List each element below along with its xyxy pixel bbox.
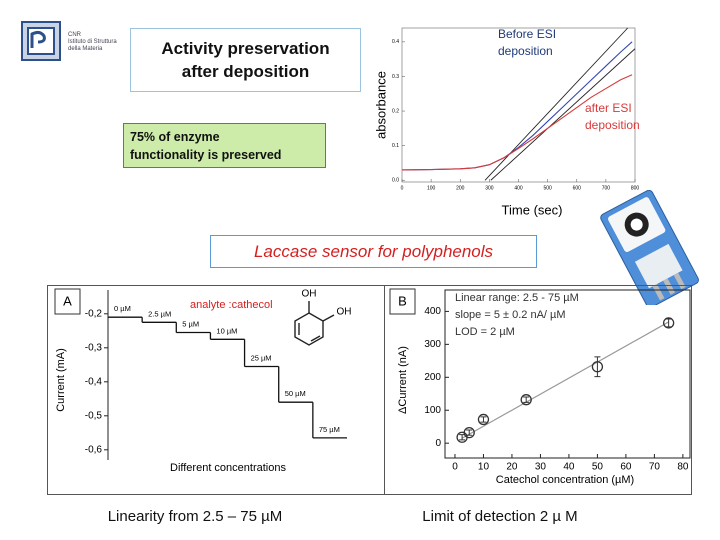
panel-frame	[47, 285, 692, 495]
x-axis-label: Different concentrations	[170, 462, 286, 474]
x-tick-label: 0	[401, 185, 404, 191]
highlight-line: 75% of enzyme	[130, 129, 220, 144]
x-tick-label: 0	[452, 462, 458, 473]
data-point	[477, 413, 490, 426]
error-bar	[480, 416, 487, 423]
banner: Laccase sensor for polyphenols	[210, 235, 537, 268]
y-tick-label: 0.3	[392, 74, 399, 80]
sensor-illustration	[600, 190, 699, 305]
x-tick-label: 80	[677, 462, 689, 473]
logo-line: Istituto di Struttura	[68, 39, 117, 45]
note: slope = 5 ± 0.2 nA/ µM	[455, 309, 566, 321]
series-label: after ESI deposition	[585, 101, 640, 132]
x-tick-label: 100	[427, 185, 436, 191]
data-line	[401, 74, 633, 171]
absorbance-chart: absorbance Time (sec) 0.0 0.1 0.2 0.3 0.4 0 10…	[373, 27, 640, 217]
tangent-line	[490, 48, 636, 181]
molecule-label: OH	[337, 307, 352, 318]
series-label: Before ESI deposition	[498, 27, 557, 58]
y-tick-label: 200	[424, 372, 441, 383]
plot-frame	[444, 289, 691, 459]
y-tick-label: 0.2	[392, 108, 399, 114]
step-label: 0 µM	[114, 304, 131, 313]
data-point	[662, 317, 675, 329]
y-axis-label: ΔCurrent (nA)	[397, 346, 409, 414]
logo-text: CNR Istituto di Struttura della Materia	[68, 32, 117, 53]
x-tick-label: 70	[649, 462, 661, 473]
caption: Linearity from 2.5 – 75 µM	[107, 508, 283, 525]
logo-line: CNR	[68, 32, 81, 38]
error-bar	[594, 356, 601, 378]
x-tick-label: 10	[478, 462, 490, 473]
y-axis-label: Current (mA)	[55, 348, 67, 412]
y-axis-label: absorbance	[373, 71, 388, 139]
error-bar	[466, 429, 473, 436]
fit-line	[461, 321, 669, 439]
step-label: 25 µM	[251, 353, 272, 362]
y-tick-label: -0,5	[85, 410, 103, 421]
x-tick-label: 400	[514, 185, 523, 191]
amperometry-chart: A analyte :cathecol OH OH Current (mA) D…	[54, 288, 352, 474]
note: LOD = 2 µM	[455, 326, 515, 338]
panel-letter-box	[389, 288, 416, 315]
x-tick-label: 600	[573, 185, 582, 191]
y-tick-label: 0.0	[392, 178, 399, 184]
y-tick-label: -0,6	[85, 444, 103, 455]
title-line: after deposition	[181, 62, 310, 81]
x-tick-label: 20	[506, 462, 518, 473]
title-box: Activity preservation after deposition	[130, 28, 361, 92]
y-tick-label: 400	[424, 306, 441, 317]
x-tick-label: 30	[535, 462, 547, 473]
x-tick-label: 40	[563, 462, 575, 473]
x-tick-label: 700	[602, 185, 611, 191]
caption: Limit of detection 2 µ M	[422, 508, 578, 525]
calibration-chart: B Linear range: 2.5 - 75 µM slope = 5 ± …	[389, 288, 691, 486]
note: Linear range: 2.5 - 75 µM	[455, 292, 579, 304]
catechol-molecule	[294, 301, 335, 346]
y-tick-label: 0.4	[392, 39, 399, 45]
panel-letter: A	[63, 293, 72, 308]
step-label: 5 µM	[182, 319, 199, 328]
y-tick-label: 0.1	[392, 143, 399, 149]
step-label: 10 µM	[216, 326, 237, 335]
banner-text: Laccase sensor for polyphenols	[253, 241, 494, 261]
x-tick-label: 300	[485, 185, 494, 191]
data-point	[463, 426, 475, 439]
data-point	[591, 361, 604, 373]
x-tick-label: 50	[592, 462, 604, 473]
panel-letter-box	[54, 288, 81, 315]
y-tick-label: 100	[424, 405, 441, 416]
highlight-line: functionality is preserved	[130, 147, 282, 162]
title-line: Activity preservation	[161, 39, 330, 58]
y-tick-label: -0,2	[85, 308, 103, 319]
x-tick-label: 60	[620, 462, 632, 473]
step-label: 2.5 µM	[148, 309, 171, 318]
x-tick-label: 800	[631, 185, 640, 191]
x-tick-label: 200	[456, 185, 465, 191]
logo-line: della Materia	[68, 46, 103, 52]
annotation: analyte :cathecol	[190, 299, 273, 311]
y-tick-label: 0	[435, 438, 441, 449]
panel-divider	[384, 285, 385, 495]
highlight-box: 75% of enzyme functionality is preserved	[123, 123, 326, 168]
y-tick-label: -0,4	[85, 376, 103, 387]
y-tick-label: -0,3	[85, 342, 103, 353]
data-point	[520, 394, 532, 406]
y-tick-label: 300	[424, 339, 441, 350]
logo-icon	[21, 21, 61, 61]
x-axis-label: Time (sec)	[502, 202, 563, 217]
molecule-label: OH	[302, 289, 317, 300]
x-tick-label: 500	[543, 185, 552, 191]
step-label: 75 µM	[319, 425, 340, 434]
error-bar	[523, 396, 530, 403]
panel-letter: B	[398, 293, 407, 308]
x-axis-label: Catechol concentration (µM)	[496, 474, 634, 486]
step-label: 50 µM	[285, 389, 306, 398]
